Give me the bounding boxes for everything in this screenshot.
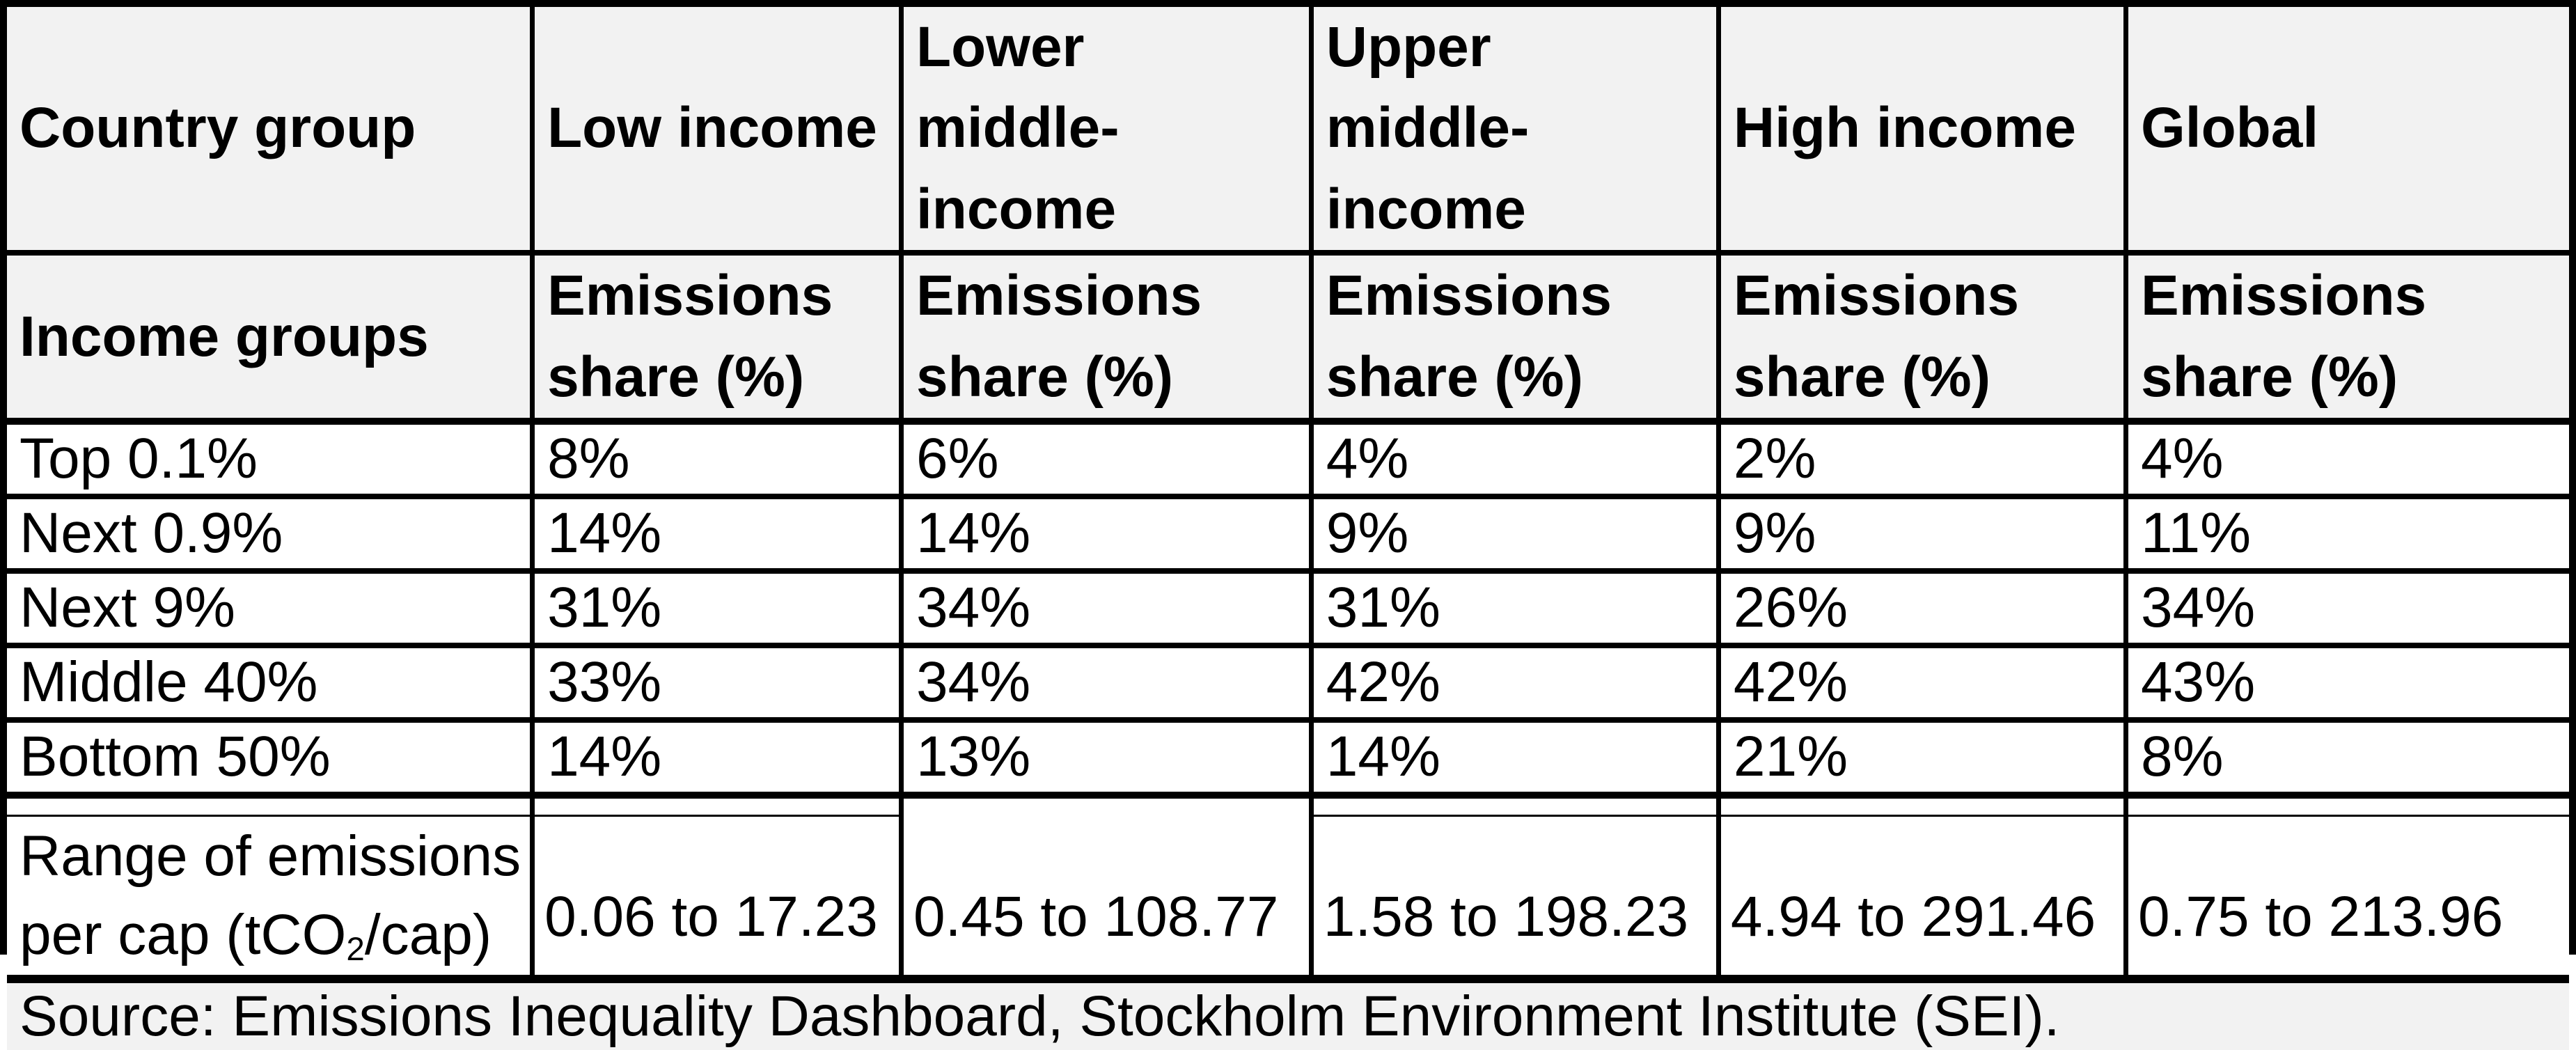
row-label-next-0-9: Next 0.9% (7, 499, 535, 574)
cell-next-9-low-income: 31% (535, 574, 904, 649)
spacer-cell (7, 799, 535, 817)
cell-range-upper-middle: 1.58 to 198.23 (1313, 817, 1721, 983)
header-high-income: High income (1720, 7, 2128, 256)
emissions-table: Country group Low income Lower middle-in… (7, 7, 2569, 1050)
header-row-country-groups: Country group Low income Lower middle-in… (7, 7, 2569, 256)
cell-bottom-50-low-income: 14% (535, 723, 904, 799)
header-country-group: Country group (7, 7, 535, 256)
cell-top-0-1-upper-middle: 4% (1313, 425, 1721, 500)
cell-top-0-1-global: 4% (2128, 425, 2569, 500)
cell-range-lower-middle: 0.45 to 108.77 (903, 817, 1314, 983)
cell-top-0-1-lower-middle: 6% (903, 425, 1314, 500)
cell-next-9-lower-middle: 34% (903, 574, 1314, 649)
spacer-cell (1720, 799, 2128, 817)
range-label-line-2: per cap (tCO2/cap) (19, 903, 492, 969)
header-income-groups: Income groups (7, 256, 535, 425)
cell-bottom-50-upper-middle: 14% (1313, 723, 1721, 799)
spacer-cell (2128, 799, 2569, 817)
table-row-bottom-50: Bottom 50% 14% 13% 14% 21% 8% (7, 723, 2569, 799)
header-emissions-share-lower-middle: Emissions share (%) (903, 256, 1314, 425)
row-label-next-9: Next 9% (7, 574, 535, 649)
cell-bottom-50-global: 8% (2128, 723, 2569, 799)
range-label-line-1: Range of emissions (19, 824, 521, 888)
table-row-next-9: Next 9% 31% 34% 31% 26% 34% (7, 574, 2569, 649)
cell-range-global: 0.75 to 213.96 (2128, 817, 2569, 983)
row-label-bottom-50: Bottom 50% (7, 723, 535, 799)
header-low-income: Low income (535, 7, 904, 256)
source-note: Source: Emissions Inequality Dashboard, … (7, 982, 2569, 1050)
cell-middle-40-upper-middle: 42% (1313, 648, 1721, 723)
spacer-cell-merged (903, 799, 1314, 817)
header-emissions-share-global: Emissions share (%) (2128, 256, 2569, 425)
row-label-top-0-1: Top 0.1% (7, 425, 535, 500)
cell-top-0-1-low-income: 8% (535, 425, 904, 500)
header-row-metric: Income groups Emissions share (%) Emissi… (7, 256, 2569, 425)
table-row-next-0-9: Next 0.9% 14% 14% 9% 9% 11% (7, 499, 2569, 574)
header-lower-middle-income: Lower middle-income (903, 7, 1314, 256)
cell-middle-40-global: 43% (2128, 648, 2569, 723)
header-upper-middle-income: Upper middle-income (1313, 7, 1721, 256)
cell-middle-40-lower-middle: 34% (903, 648, 1314, 723)
cell-next-9-high-income: 26% (1720, 574, 2128, 649)
cell-bottom-50-high-income: 21% (1720, 723, 2128, 799)
cell-next-9-upper-middle: 31% (1313, 574, 1721, 649)
cell-middle-40-high-income: 42% (1720, 648, 2128, 723)
cell-middle-40-low-income: 33% (535, 648, 904, 723)
header-emissions-share-upper-middle: Emissions share (%) (1313, 256, 1721, 425)
spacer-cell (1313, 799, 1721, 817)
cell-next-0-9-high-income: 9% (1720, 499, 2128, 574)
table-row-middle-40: Middle 40% 33% 34% 42% 42% 43% (7, 648, 2569, 723)
table-row-top-0-1: Top 0.1% 8% 6% 4% 2% 4% (7, 425, 2569, 500)
source-row: Source: Emissions Inequality Dashboard, … (7, 982, 2569, 1050)
cell-bottom-50-lower-middle: 13% (903, 723, 1314, 799)
cell-top-0-1-high-income: 2% (1720, 425, 2128, 500)
row-label-range-per-cap: Range of emissions per cap (tCO2/cap) (7, 817, 535, 983)
header-global: Global (2128, 7, 2569, 256)
table-row-range-per-cap: Range of emissions per cap (tCO2/cap) 0.… (7, 817, 2569, 983)
cell-next-0-9-low-income: 14% (535, 499, 904, 574)
cell-next-0-9-lower-middle: 14% (903, 499, 1314, 574)
cell-next-0-9-upper-middle: 9% (1313, 499, 1721, 574)
cell-range-high-income: 4.94 to 291.46 (1720, 817, 2128, 983)
header-emissions-share-low-income: Emissions share (%) (535, 256, 904, 425)
row-label-middle-40: Middle 40% (7, 648, 535, 723)
cell-next-0-9-global: 11% (2128, 499, 2569, 574)
spacer-row (7, 799, 2569, 817)
spacer-cell (535, 799, 904, 817)
header-emissions-share-high-income: Emissions share (%) (1720, 256, 2128, 425)
co2-subscript: 2 (346, 931, 365, 969)
cell-next-9-global: 34% (2128, 574, 2569, 649)
cell-range-low-income: 0.06 to 17.23 (535, 817, 904, 983)
